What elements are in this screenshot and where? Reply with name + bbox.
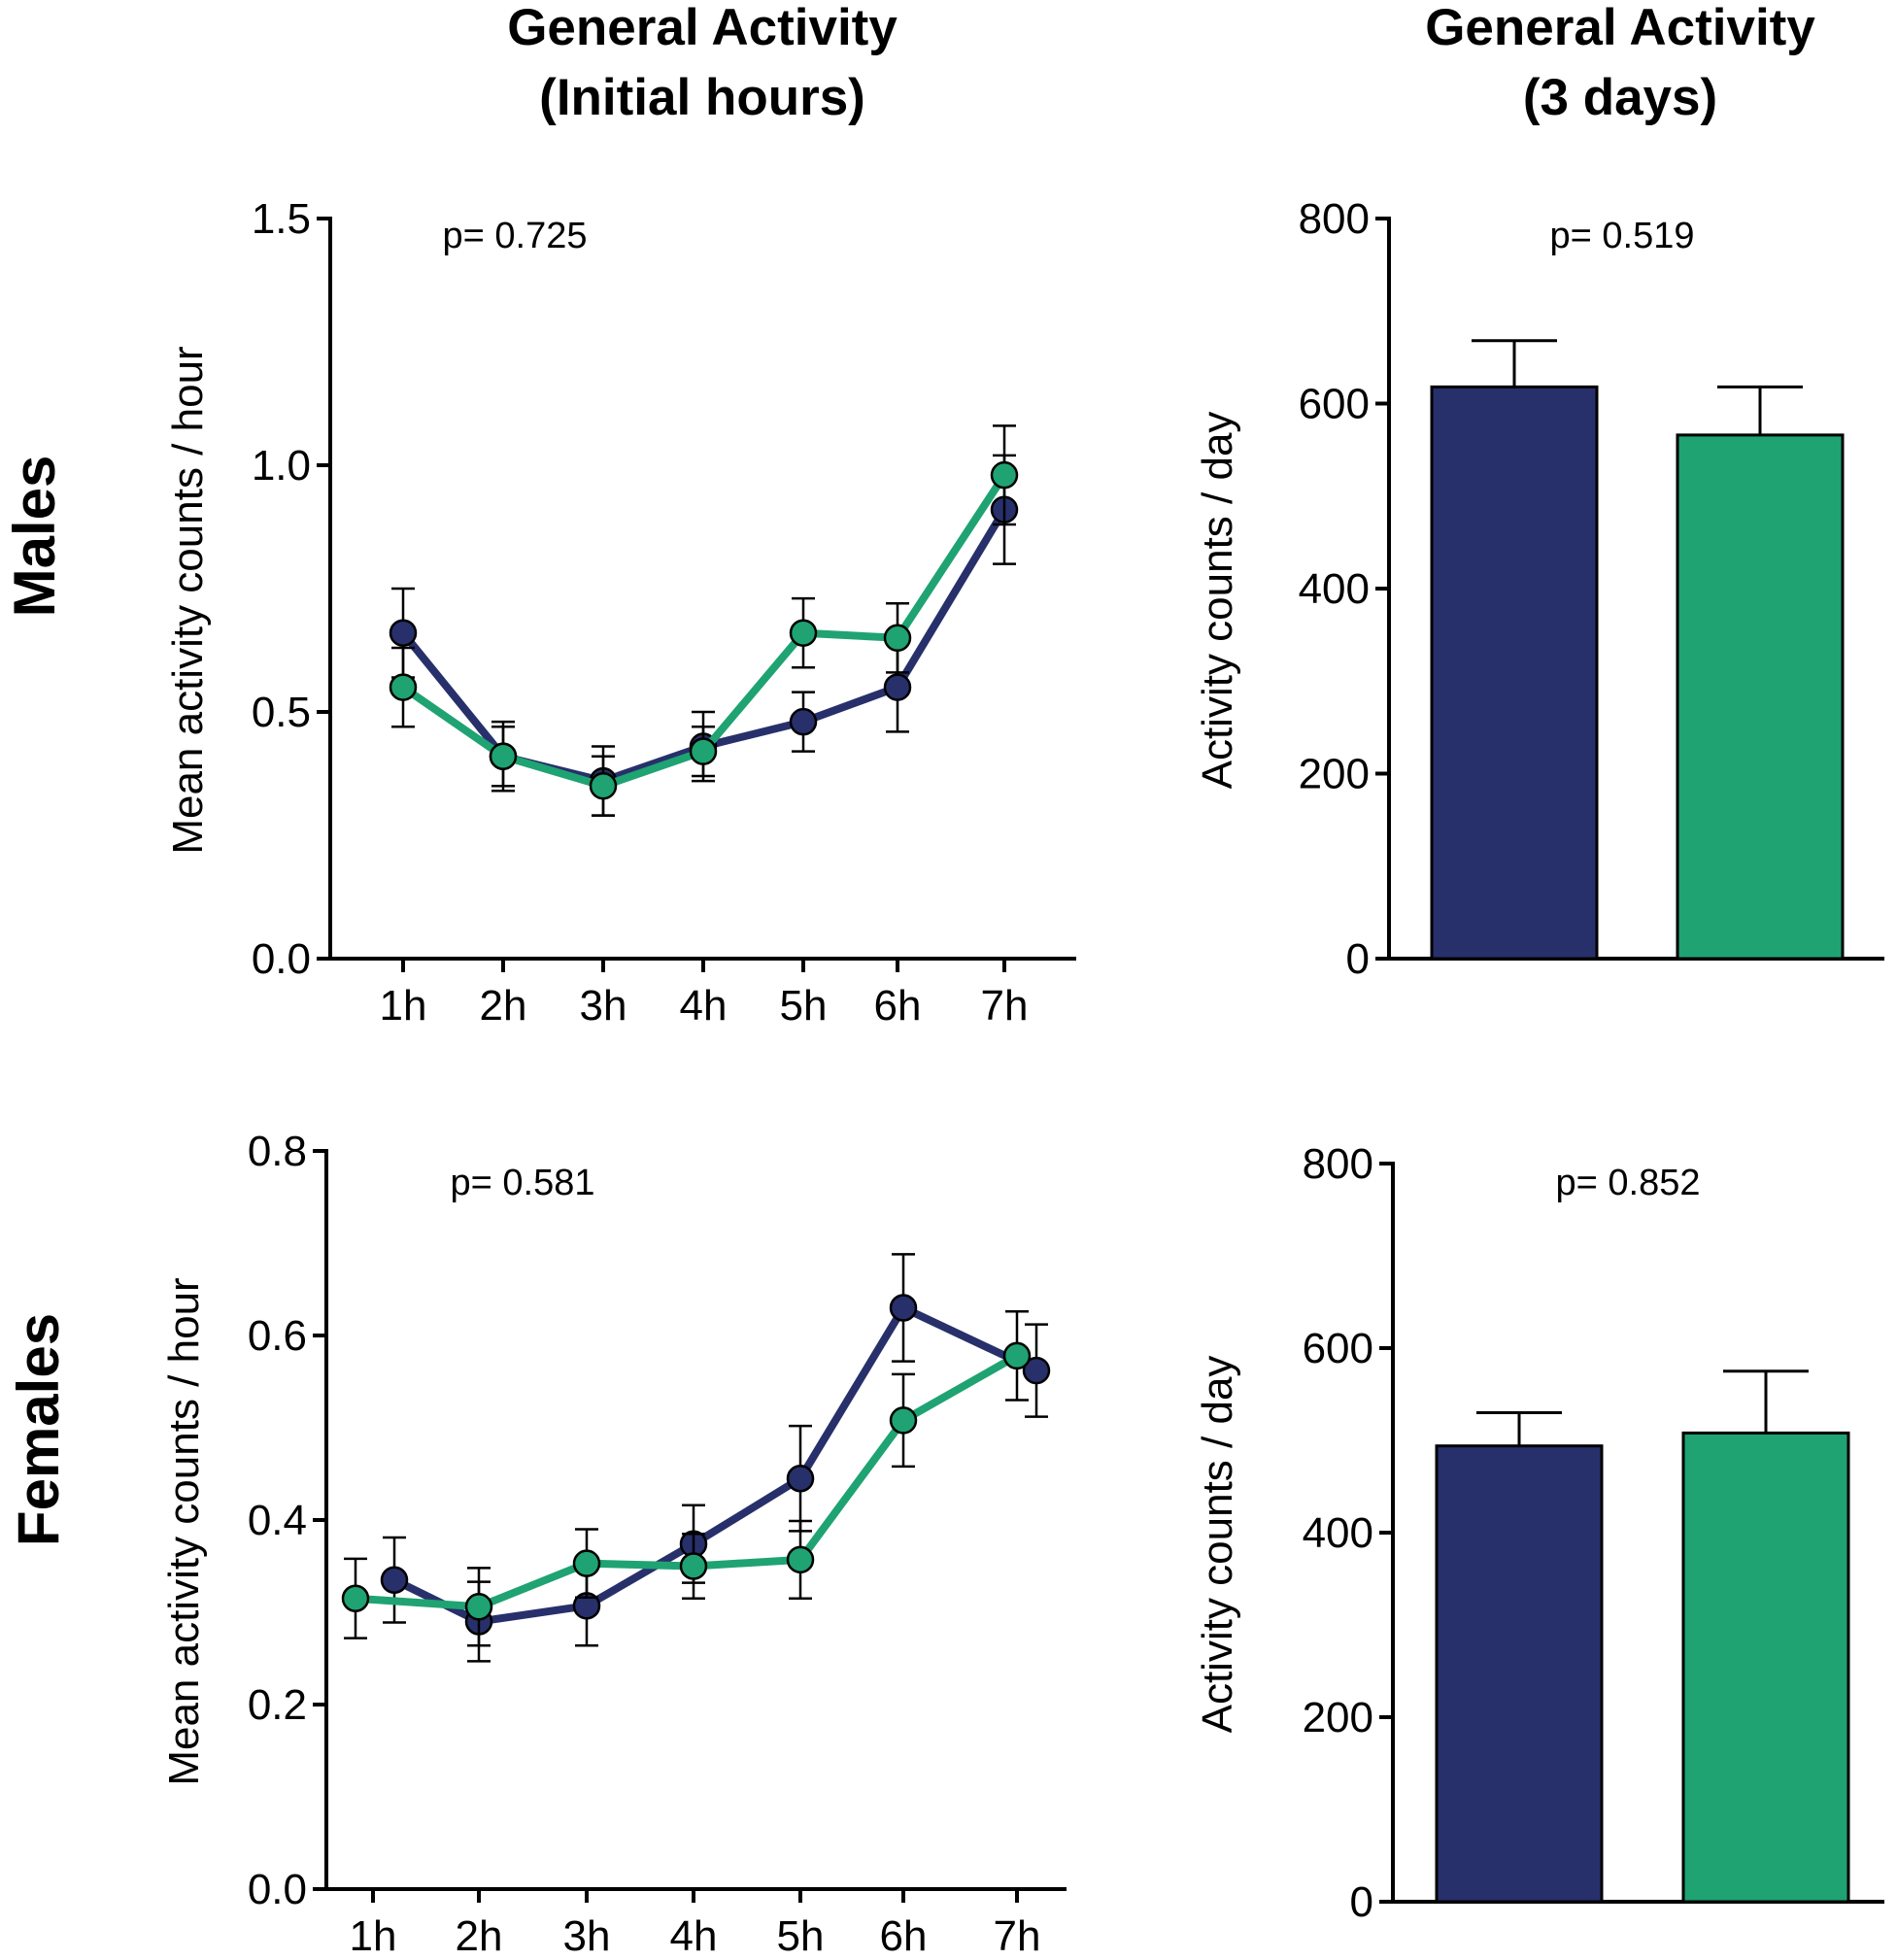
data-point-series-2	[679, 1552, 708, 1580]
y-tick-label: 200	[1303, 1694, 1373, 1741]
x-tick-label: 7h	[981, 982, 1029, 1030]
row-label-males: Males	[2, 456, 67, 618]
males-hours-line-chart: 0.0 0.5 1.0 1.5 Mean activity counts / hour p…	[164, 195, 1076, 1030]
data-point-series-1	[786, 1465, 815, 1493]
data-point-series-1	[1022, 1356, 1051, 1385]
y-tick-label: 0.6	[248, 1312, 307, 1360]
males-days-bar-chart: 0 200 400 600 800 Activity counts / day p= 0.5…	[1194, 195, 1884, 983]
x-tick-label: 5h	[777, 1912, 825, 1960]
bar-2	[1676, 433, 1845, 961]
p-value-annotation: p= 0.725	[443, 216, 588, 256]
x-tick-label: 2h	[456, 1912, 503, 1960]
y-tick-label: 0.8	[248, 1128, 307, 1175]
y-tick-label: 800	[1299, 195, 1370, 243]
y-tick-label: 0	[1346, 935, 1370, 983]
x-tick-label: 6h	[880, 1912, 928, 1960]
row-label-females: Females	[6, 1313, 71, 1546]
data-point-series-2	[789, 619, 818, 647]
x-tick-label: 1h	[380, 982, 427, 1030]
y-axis-label: Mean activity counts / hour	[164, 346, 212, 854]
data-point-series-2	[1002, 1341, 1032, 1370]
y-tick-label: 600	[1299, 381, 1370, 428]
x-tick-label: 7h	[994, 1912, 1041, 1960]
y-tick-label: 0.0	[248, 1866, 307, 1913]
y-tick-label: 0	[1350, 1878, 1373, 1926]
p-value-annotation: p= 0.519	[1550, 216, 1695, 256]
x-tick-label: 5h	[780, 982, 828, 1030]
data-point-series-1	[889, 1294, 918, 1322]
data-point-series-2	[689, 737, 718, 765]
x-tick-label: 1h	[350, 1912, 397, 1960]
data-point-series-2	[572, 1549, 601, 1577]
bar-1	[1430, 385, 1599, 961]
data-point-series-2	[341, 1584, 370, 1612]
x-tick-label: 3h	[563, 1912, 611, 1960]
data-point-series-2	[589, 771, 618, 800]
y-tick-label: 600	[1303, 1325, 1373, 1372]
data-point-series-2	[786, 1545, 815, 1574]
p-value-annotation: p= 0.581	[451, 1163, 595, 1203]
y-tick-label: 1.0	[252, 442, 311, 490]
y-tick-label: 1.5	[252, 195, 311, 243]
data-point-series-1	[389, 619, 418, 647]
x-tick-label: 4h	[680, 982, 728, 1030]
y-tick-label: 0.2	[248, 1681, 307, 1729]
x-tick-label: 3h	[580, 982, 627, 1030]
p-value-annotation: p= 0.852	[1556, 1163, 1701, 1203]
x-tick-label: 6h	[874, 982, 922, 1030]
left-title-line2: (Initial hours)	[539, 69, 865, 126]
x-tick-label: 2h	[480, 982, 527, 1030]
data-point-series-2	[489, 742, 518, 770]
data-point-series-1	[789, 707, 818, 736]
females-hours-line-chart: 0.0 0.2 0.4 0.6 0.8 Mean activity counts / ho…	[160, 1128, 1067, 1960]
y-axis-label: Activity counts / day	[1194, 412, 1241, 790]
data-point-series-2	[464, 1593, 493, 1621]
y-tick-label: 400	[1303, 1509, 1373, 1557]
y-axis-label: Mean activity counts / hour	[160, 1277, 208, 1785]
data-point-series-2	[883, 624, 912, 653]
y-tick-label: 0.4	[248, 1497, 307, 1544]
data-point-series-2	[889, 1406, 918, 1435]
bar-2	[1681, 1431, 1850, 1904]
bar-1	[1435, 1444, 1604, 1904]
x-tick-label: 4h	[670, 1912, 718, 1960]
right-title-line1: General Activity	[1425, 0, 1815, 56]
y-tick-label: 200	[1299, 751, 1370, 798]
left-title-line1: General Activity	[507, 0, 898, 56]
y-tick-label: 800	[1303, 1140, 1373, 1188]
data-point-series-1	[380, 1566, 409, 1594]
y-tick-label: 0.0	[252, 935, 311, 983]
series-line-1	[392, 1303, 1038, 1626]
data-point-series-1	[883, 673, 912, 701]
data-point-series-2	[389, 673, 418, 701]
right-title-line2: (3 days)	[1523, 69, 1717, 126]
females-days-bar-chart: 0 200 400 600 800 Activity counts / day p= 0.8…	[1194, 1140, 1884, 1926]
y-tick-label: 400	[1299, 565, 1370, 613]
data-point-series-2	[990, 460, 1019, 490]
y-axis-label: Activity counts / day	[1194, 1356, 1241, 1734]
y-tick-label: 0.5	[252, 689, 311, 736]
